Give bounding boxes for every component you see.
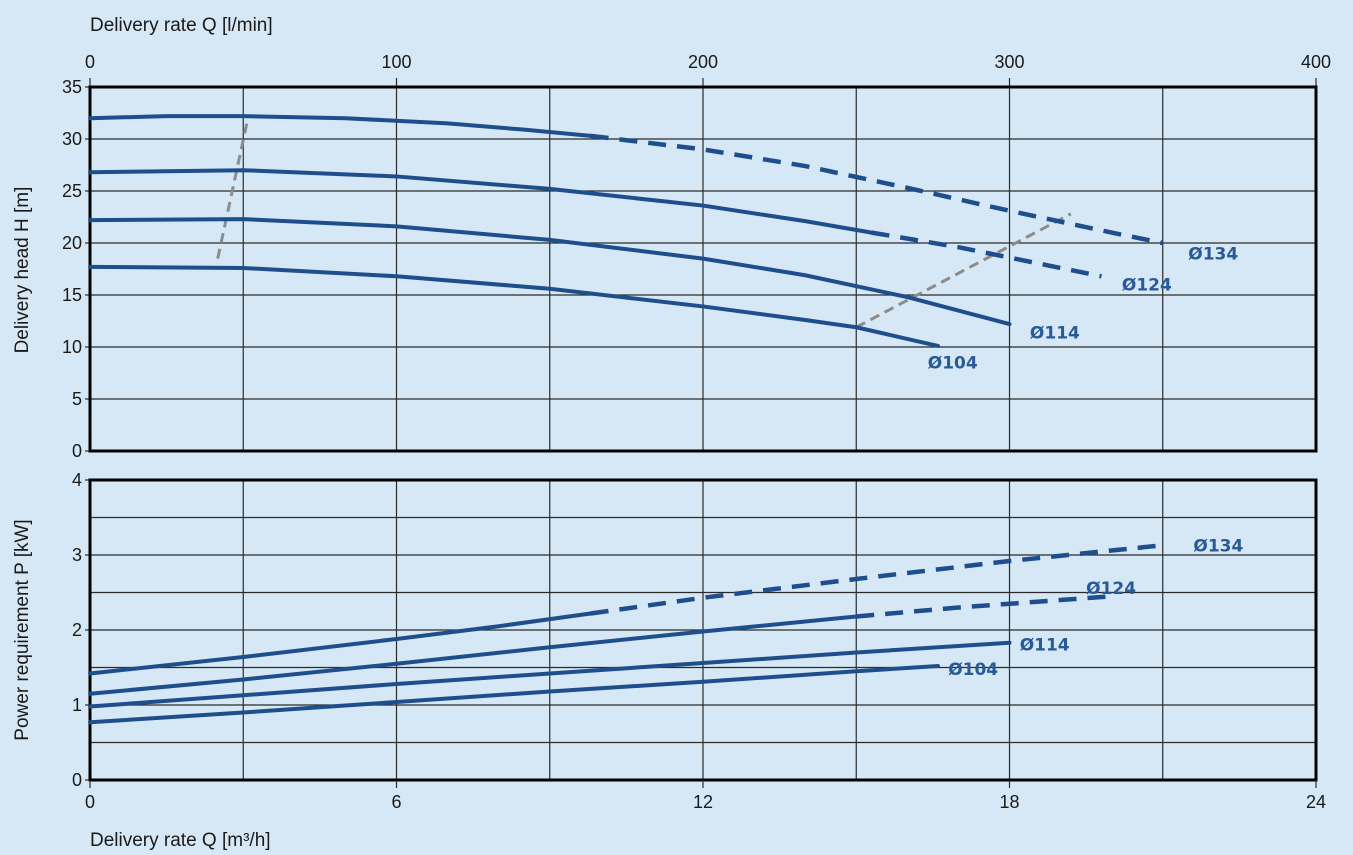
curve-solid-Ø104 xyxy=(88,264,940,348)
curve-label: Ø124 xyxy=(1122,276,1172,296)
curve-solid-Ø124 xyxy=(88,168,874,235)
y-tick-label: 1 xyxy=(72,695,82,715)
plot-frame xyxy=(88,85,1318,453)
bottom-x-axis-title: Delivery rate Q [m³/h] xyxy=(90,830,271,851)
top-x-axis: 0 100 200 300 400 xyxy=(85,52,1331,87)
curve-solid-Ø134 xyxy=(88,611,593,676)
curve-dashed-Ø124 xyxy=(871,230,1102,279)
bottom-x-tick-label: 6 xyxy=(391,792,401,812)
curve-label: Ø104 xyxy=(928,354,978,374)
curve-label: Ø134 xyxy=(1193,536,1243,556)
top-x-tick-label: 200 xyxy=(688,52,718,72)
curve-dashed-Ø124 xyxy=(856,594,1112,619)
bottom-x-tick-label: 0 xyxy=(85,792,95,812)
y-tick-label: 20 xyxy=(62,233,82,253)
y-tick-label: 5 xyxy=(72,389,82,409)
curve-label: Ø134 xyxy=(1188,244,1238,264)
y-tick-label: 2 xyxy=(72,620,82,640)
curve-solid-Ø114 xyxy=(88,640,1012,709)
top-x-tick-label: 400 xyxy=(1301,52,1331,72)
y-tick-label: 10 xyxy=(62,337,82,357)
y-tick-label: 30 xyxy=(62,129,82,149)
bottom-x-axis: 0 6 12 18 24 xyxy=(85,780,1326,812)
curve-label: Ø114 xyxy=(1030,323,1080,343)
y-tick-label: 15 xyxy=(62,285,82,305)
curve-solid-Ø124 xyxy=(88,614,859,696)
power-panel: 0 1 2 3 4 Ø134 Ø124 Ø114 Ø104 xyxy=(72,470,1318,790)
y-tick-label: 35 xyxy=(62,77,82,97)
y-tick-label: 4 xyxy=(72,470,82,490)
curve-label: Ø104 xyxy=(948,660,998,680)
bottom-x-tick-label: 18 xyxy=(999,792,1019,812)
curve-solid-Ø104 xyxy=(88,664,940,725)
curve-solid-Ø114 xyxy=(88,217,1012,327)
top-x-tick-label: 300 xyxy=(994,52,1024,72)
y-tick-label: 25 xyxy=(62,181,82,201)
curve-dashed-Ø134 xyxy=(590,543,1163,616)
curve-solid-Ø134 xyxy=(88,114,593,138)
curve-label: Ø114 xyxy=(1020,635,1070,655)
y-tick-label: 0 xyxy=(72,441,82,461)
head-panel: 0 5 10 15 20 25 30 35 Ø134 Ø124 Ø114 Ø104 xyxy=(62,77,1318,461)
reference-line xyxy=(855,212,1072,329)
top-x-tick-label: 100 xyxy=(381,52,411,72)
y-tick-label: 3 xyxy=(72,545,82,565)
top-x-axis-title: Delivery rate Q [l/min] xyxy=(90,15,273,36)
bottom-x-tick-label: 24 xyxy=(1306,792,1326,812)
power-y-axis-title: Power requirement P [kW] xyxy=(12,519,33,740)
reference-line xyxy=(216,115,250,259)
curve-dashed-Ø134 xyxy=(590,133,1164,246)
curve-label: Ø124 xyxy=(1086,579,1136,599)
top-x-tick-label: 0 xyxy=(85,52,95,72)
bottom-x-tick-label: 12 xyxy=(693,792,713,812)
head-y-axis-title: Delivery head H [m] xyxy=(12,187,33,354)
y-tick-label: 0 xyxy=(72,770,82,790)
